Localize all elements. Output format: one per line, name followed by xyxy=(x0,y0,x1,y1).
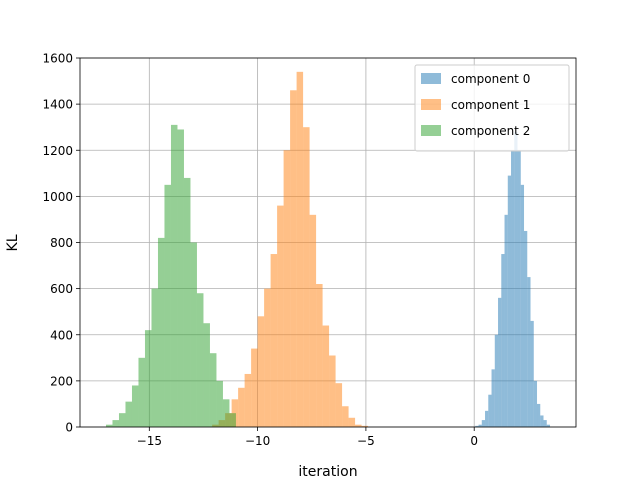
histogram-bar xyxy=(517,150,521,427)
y-tick-label: 1400 xyxy=(42,98,73,112)
histogram-bar xyxy=(238,387,245,427)
histogram-bar xyxy=(491,369,495,427)
x-tick-label: −10 xyxy=(245,434,270,448)
histogram-bar xyxy=(216,380,223,427)
histogram-bar xyxy=(537,403,541,427)
bars-component-0 xyxy=(475,131,551,428)
histogram-bar xyxy=(257,316,265,427)
histogram-bar xyxy=(164,184,171,427)
histogram-bar xyxy=(170,124,178,427)
histogram-bar xyxy=(530,320,534,427)
y-tick-label: 200 xyxy=(50,374,73,388)
y-tick-label: 400 xyxy=(50,328,73,342)
legend-frame xyxy=(414,64,570,152)
histogram-bar xyxy=(504,214,508,427)
histogram-bar xyxy=(524,230,528,427)
histogram-bar xyxy=(131,385,139,427)
histogram-bar xyxy=(501,254,505,427)
y-tick-label: 0 xyxy=(65,421,73,435)
histogram-bar xyxy=(514,131,518,428)
legend-label: component 1 xyxy=(451,98,530,112)
histogram-bar xyxy=(190,242,197,427)
histogram-bar xyxy=(309,214,317,427)
bars-component-1 xyxy=(212,71,369,428)
y-tick-label: 1200 xyxy=(42,144,73,158)
histogram-bar xyxy=(475,425,479,427)
histogram-bar xyxy=(335,383,343,427)
x-ticks: −15 −10 −5 0 xyxy=(137,427,478,448)
histogram-bar xyxy=(264,288,271,427)
histogram-bar xyxy=(157,237,165,427)
histogram-bar xyxy=(361,425,369,427)
histogram-bar xyxy=(533,380,538,427)
histogram-bar xyxy=(277,205,284,427)
histogram-bar xyxy=(229,413,236,427)
histogram-bar xyxy=(520,184,525,427)
x-tick-label: 0 xyxy=(470,434,478,448)
histogram-bar xyxy=(183,177,191,427)
histogram-bar xyxy=(270,254,278,427)
histogram-bar xyxy=(485,410,489,427)
y-tick-label: 1000 xyxy=(42,190,73,204)
histogram-bar xyxy=(105,424,113,427)
histogram-bar xyxy=(303,127,310,427)
y-tick-label: 800 xyxy=(50,236,73,250)
histogram-bar xyxy=(498,297,502,427)
y-axis-title: KL xyxy=(5,234,21,251)
histogram-bar xyxy=(222,399,230,427)
histogram-bar xyxy=(348,417,356,427)
y-tick-label: 1600 xyxy=(42,52,73,66)
histogram-bar xyxy=(196,293,204,427)
histogram-bar xyxy=(296,71,304,428)
histogram-bar xyxy=(543,420,547,427)
histogram-bar xyxy=(342,406,349,427)
histogram-bar xyxy=(283,150,291,427)
histogram-bar xyxy=(507,175,512,427)
histogram-bar xyxy=(251,348,258,427)
histogram-bar xyxy=(316,284,323,427)
legend-swatch xyxy=(421,125,441,136)
histogram-bar xyxy=(125,401,132,427)
y-tick-label: 600 xyxy=(50,282,73,296)
histogram-bar xyxy=(478,424,482,427)
y-ticks: 0 200 400 600 800 1000 1200 1400 1600 xyxy=(42,52,80,435)
legend-swatch xyxy=(421,73,441,84)
x-tick-label: −5 xyxy=(357,434,375,448)
histogram-bar xyxy=(177,129,184,427)
histogram-bar xyxy=(540,415,544,427)
legend-label: component 0 xyxy=(451,72,530,86)
legend-swatch xyxy=(421,99,441,110)
histogram-bar xyxy=(511,150,515,427)
histogram-bar xyxy=(118,413,126,427)
legend-label: component 2 xyxy=(451,124,530,138)
histogram-bar xyxy=(244,373,252,427)
x-tick-label: −15 xyxy=(137,434,162,448)
histogram-bar xyxy=(527,277,531,427)
histogram-bar xyxy=(144,330,152,427)
bars-component-2 xyxy=(105,124,236,427)
histogram-bar xyxy=(209,353,217,427)
histogram-bar xyxy=(322,325,330,427)
histogram-bar xyxy=(138,357,145,427)
histogram-bar xyxy=(151,288,158,427)
histogram-bar xyxy=(290,90,297,427)
histogram-bar xyxy=(546,424,551,427)
histogram-bar xyxy=(203,323,210,427)
histogram-bar xyxy=(488,394,492,427)
x-axis-title: iteration xyxy=(298,464,357,480)
histogram-bar xyxy=(355,424,362,427)
histogram-bar xyxy=(494,334,499,427)
histogram-bar xyxy=(112,420,119,427)
histogram-bar xyxy=(481,420,486,427)
histogram-bar xyxy=(329,355,336,427)
legend: component 0 component 1 component 2 xyxy=(414,64,570,152)
